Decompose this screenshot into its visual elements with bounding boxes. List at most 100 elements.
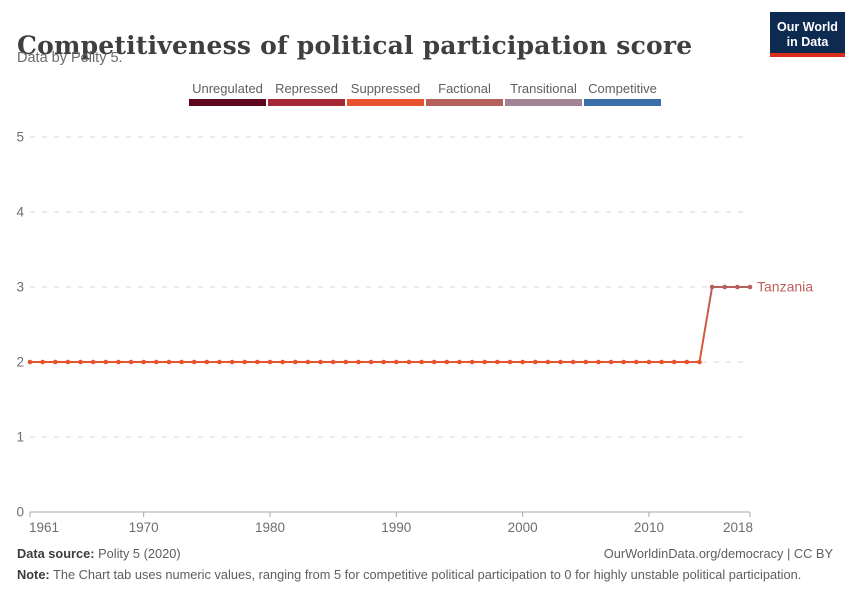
category-legend: Unregulated Repressed Suppressed Faction… [0,81,850,106]
owid-logo-line2: in Data [786,34,829,49]
note-label: Note: [17,567,50,583]
data-source-text: Data source: Polity 5 (2020) [17,543,181,564]
data-point[interactable] [78,359,83,365]
x-axis-tick-label: 2000 [508,520,538,535]
data-point[interactable] [368,359,374,365]
x-axis-tick-label: 2018 [723,520,753,535]
data-point[interactable] [747,284,753,290]
owid-logo-line1: Our World [777,19,838,34]
data-point[interactable] [431,359,437,365]
data-point[interactable] [154,359,159,365]
data-point[interactable] [255,359,260,365]
data-point[interactable] [684,359,690,365]
data-point[interactable] [229,359,235,365]
data-point[interactable] [217,359,222,365]
data-point[interactable] [608,359,614,365]
legend-swatch-repressed [268,99,345,106]
y-axis-tick-label: 1 [16,430,24,445]
data-point[interactable] [735,284,740,290]
data-point[interactable] [166,359,172,365]
x-axis-tick-label: 1990 [381,520,411,535]
owid-logo: Our World in Data [770,12,845,57]
data-point[interactable] [469,359,475,365]
data-point[interactable] [65,359,71,365]
chart-note: Note: The Chart tab uses numeric values,… [17,564,833,585]
data-point[interactable] [356,359,361,365]
line-chart-plot-area[interactable]: 0 1 2 3 4 5 1961 1970 1980 1990 2000 2010 2018 Tanzan… [0,115,850,540]
legend-item-repressed: Repressed [268,81,345,106]
data-point[interactable] [267,359,273,365]
x-axis-tick-label: 1970 [129,520,159,535]
data-point[interactable] [191,359,197,365]
x-axis-tick-label: 1980 [255,520,285,535]
legend-item-competitive: Competitive [584,81,661,106]
chart-subtitle: Data by Polity 5. [17,50,123,66]
y-axis-tick-label: 0 [16,505,24,520]
legend-swatch-transitional [505,99,582,106]
data-point[interactable] [52,359,58,365]
data-point[interactable] [406,359,412,365]
data-point[interactable] [507,359,513,365]
data-point[interactable] [444,359,450,365]
data-point[interactable] [280,359,285,365]
data-point[interactable] [90,359,96,365]
legend-item-transitional: Transitional [505,81,582,106]
data-point[interactable] [697,359,702,365]
data-point[interactable] [545,359,551,365]
legend-label: Unregulated [192,81,263,96]
data-point[interactable] [179,359,184,365]
data-source-label: Data source: [17,546,95,561]
data-point[interactable] [292,359,298,365]
legend-swatch-unregulated [189,99,266,106]
data-point[interactable] [457,359,462,365]
data-point[interactable] [596,359,601,365]
data-point[interactable] [27,359,33,365]
data-point[interactable] [482,359,488,365]
y-axis-tick-label: 4 [16,205,24,220]
data-point[interactable] [495,359,500,365]
page-title: Competitiveness of political participati… [17,30,693,60]
data-point[interactable] [116,359,121,365]
data-point[interactable] [204,359,210,365]
data-point[interactable] [103,359,109,365]
x-axis-tick-label: 2010 [634,520,664,535]
x-axis-tick-label: 1961 [29,520,59,535]
data-point[interactable] [128,359,134,365]
data-point[interactable] [583,359,589,365]
data-point[interactable] [570,359,576,365]
data-point[interactable] [330,359,336,365]
data-point[interactable] [634,359,639,365]
legend-label: Suppressed [350,81,421,96]
data-point[interactable] [318,359,323,365]
data-point[interactable] [532,359,538,365]
data-point[interactable] [709,284,715,290]
data-point[interactable] [558,359,563,365]
legend-label: Factional [438,81,491,96]
legend-label: Competitive [588,81,657,96]
data-point[interactable] [40,359,45,365]
data-point[interactable] [419,359,424,365]
data-source-value: Polity 5 (2020) [94,546,181,561]
data-point[interactable] [343,359,349,365]
legend-label: Repressed [275,81,338,96]
data-point[interactable] [621,359,626,365]
data-point[interactable] [671,359,677,365]
legend-item-suppressed: Suppressed [347,81,424,106]
data-point[interactable] [722,284,728,290]
data-point[interactable] [394,359,399,365]
y-axis-tick-label: 3 [16,280,24,295]
data-point[interactable] [381,359,386,365]
legend-swatch-factional [426,99,503,106]
data-point[interactable] [520,359,525,365]
data-point[interactable] [141,359,146,365]
data-point[interactable] [242,359,248,365]
chart-footer: Data source: Polity 5 (2020) OurWorldinD… [17,543,833,585]
data-point[interactable] [659,359,664,365]
note-text: The Chart tab uses numeric values, rangi… [49,567,802,583]
legend-item-factional: Factional [426,81,503,106]
data-point[interactable] [646,359,652,365]
y-axis-tick-label: 5 [16,130,24,145]
legend-swatch-competitive [584,99,661,106]
owid-attribution-link[interactable]: OurWorldinData.org/democracy | CC BY [603,546,833,561]
data-point[interactable] [305,359,311,365]
